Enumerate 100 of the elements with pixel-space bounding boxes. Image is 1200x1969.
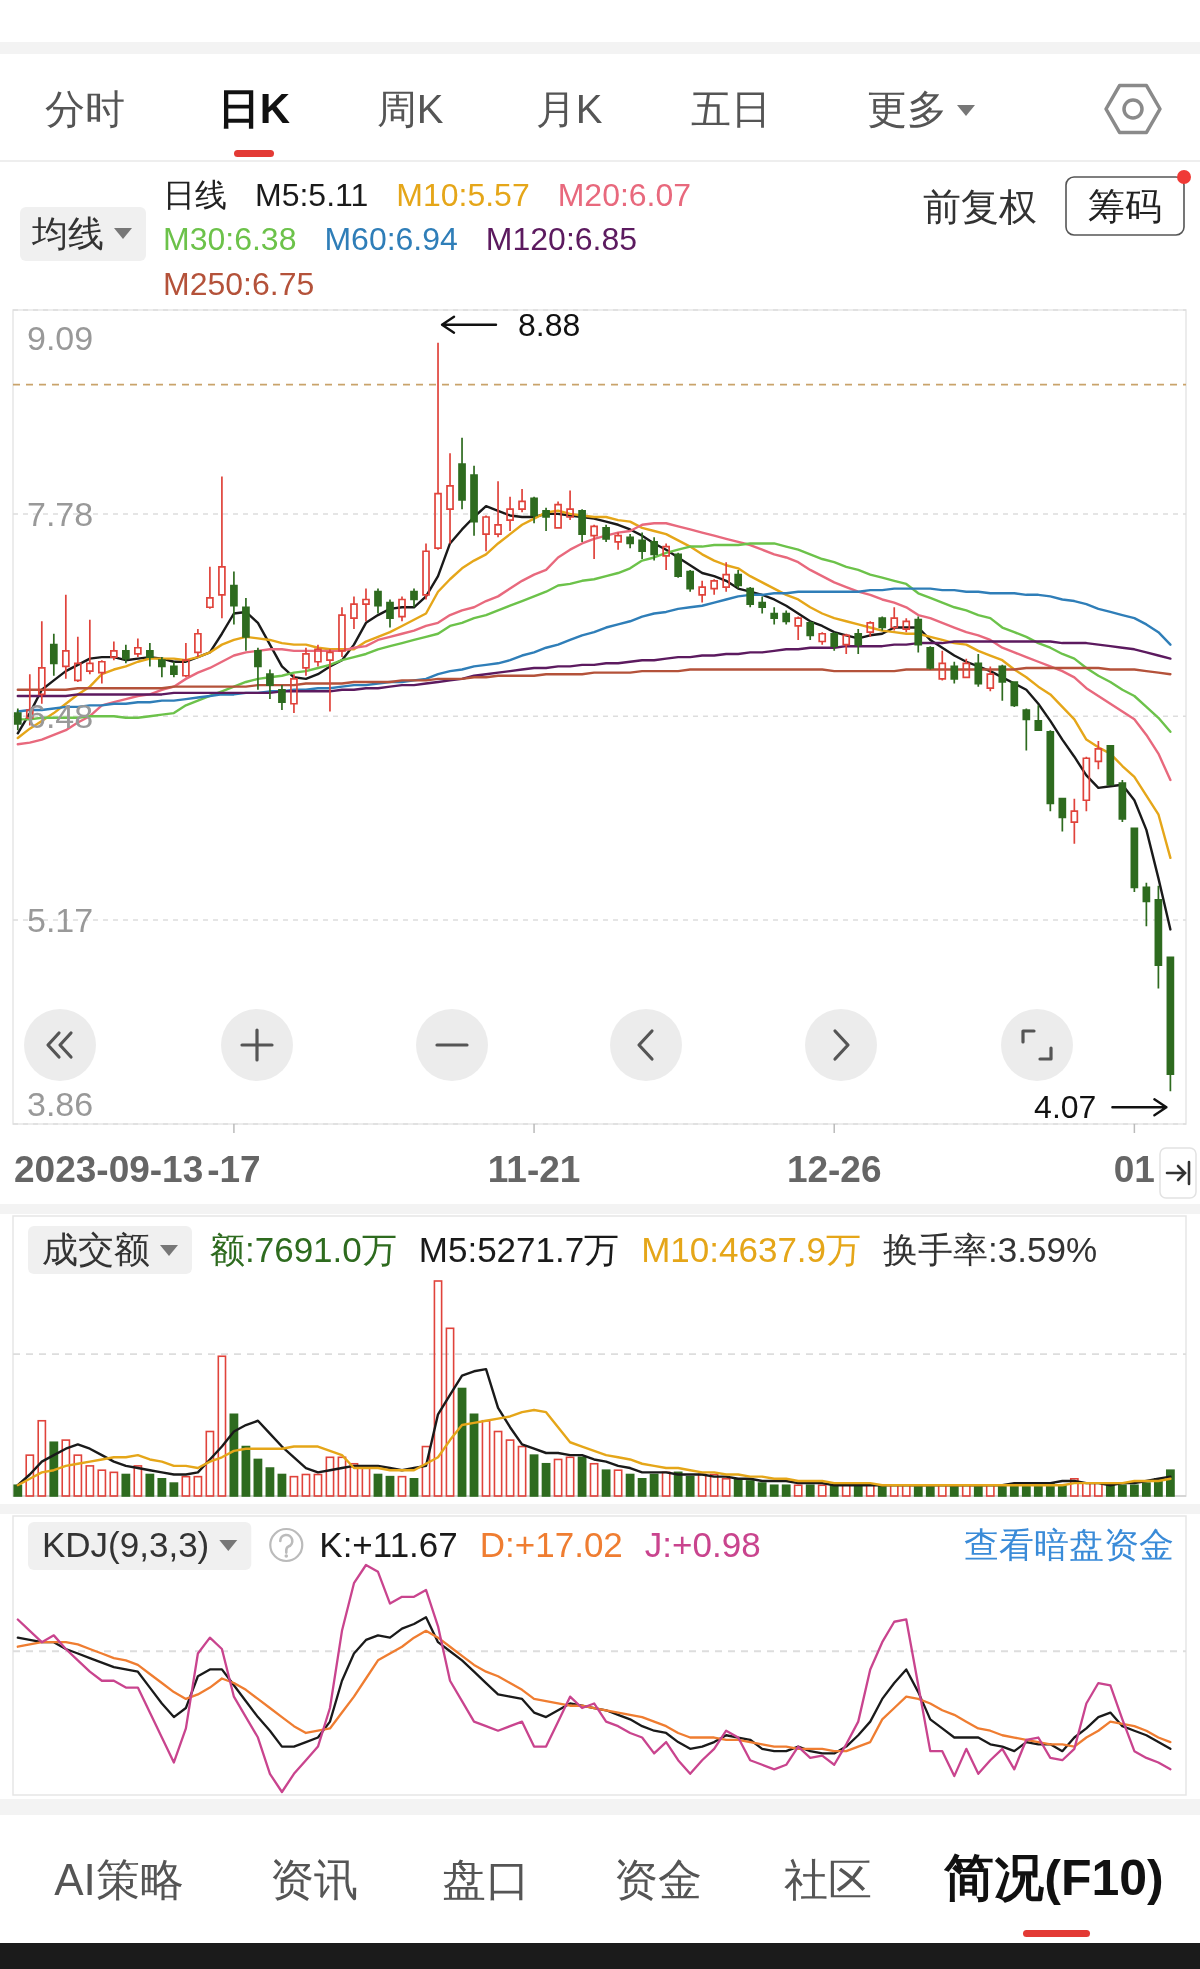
- bar: [697, 1473, 707, 1497]
- bar: [361, 1467, 371, 1497]
- bar: [997, 1484, 1007, 1497]
- bar: [157, 1478, 167, 1497]
- bar: [781, 1484, 791, 1497]
- bar: [85, 1465, 95, 1497]
- bar: [769, 1484, 779, 1497]
- bar: [709, 1473, 719, 1497]
- bar: [301, 1473, 311, 1497]
- bar: [841, 1484, 851, 1497]
- text: M20:6.07: [557, 177, 692, 213]
- bar: [337, 1456, 347, 1497]
- bar: [517, 1445, 527, 1497]
- text: 日K: [217, 85, 291, 132]
- bar: [949, 1484, 959, 1497]
- bar: [1021, 1484, 1031, 1497]
- x-tick-label: 11-21: [487, 1149, 581, 1190]
- bar: [73, 1454, 83, 1497]
- bar: [217, 1355, 227, 1497]
- bar: [637, 1478, 647, 1497]
- annotation: 4.07: [1034, 1089, 1097, 1126]
- bar: [817, 1484, 827, 1497]
- bar: [805, 1484, 815, 1497]
- text: 前复权: [923, 186, 1037, 228]
- text: 周K: [376, 87, 444, 131]
- bar: [625, 1473, 635, 1497]
- text: 均线: [31, 213, 104, 254]
- text: 2023-09-13: [14, 1149, 204, 1190]
- text: 五日: [691, 87, 771, 131]
- bar: [1009, 1484, 1019, 1497]
- bar: [349, 1462, 359, 1497]
- bar: [397, 1475, 407, 1497]
- text: M60:6.94: [324, 221, 458, 257]
- bar: [109, 1471, 119, 1497]
- x-tick-label: 01: [1113, 1149, 1155, 1190]
- bar: [613, 1469, 623, 1497]
- series-label: K:+11.67: [319, 1525, 458, 1564]
- y-tick-label: 5.17: [27, 901, 94, 940]
- bar: [1117, 1484, 1127, 1497]
- bar: [277, 1473, 287, 1497]
- text: D:+17.02: [479, 1525, 623, 1564]
- bar: [481, 1419, 491, 1497]
- y-tick-label: 7.78: [27, 494, 94, 533]
- bar: [253, 1458, 263, 1497]
- bar: [793, 1484, 803, 1497]
- text: 换手率:3.59%: [883, 1230, 1098, 1269]
- bar: [13, 1484, 23, 1497]
- bar: [289, 1475, 299, 1497]
- text: 资讯: [270, 1855, 358, 1904]
- annotation: 8.88: [518, 306, 581, 343]
- bar: [865, 1484, 875, 1497]
- bar: [733, 1478, 743, 1497]
- chart-title: KDJ(9,3,3): [42, 1525, 210, 1564]
- bar: [925, 1484, 935, 1497]
- bar: [25, 1454, 35, 1497]
- x-tick-label: -17: [207, 1149, 261, 1190]
- bar: [385, 1475, 395, 1497]
- legend-title: 日线: [163, 177, 227, 213]
- bar: [757, 1482, 767, 1497]
- y-tick-label: 9.09: [27, 319, 94, 357]
- text: 月K: [535, 87, 603, 131]
- bar: [121, 1473, 131, 1497]
- bar: [829, 1484, 839, 1497]
- bar: [433, 1280, 443, 1497]
- bar: [61, 1439, 71, 1497]
- text: M10:5.57: [396, 177, 530, 213]
- y-tick-label: 3.86: [27, 1085, 94, 1123]
- text: 盘口: [442, 1855, 530, 1904]
- text: M30:6.38: [163, 221, 297, 257]
- bar: [97, 1469, 107, 1497]
- text: M120:6.85: [485, 221, 638, 257]
- bar: [649, 1473, 659, 1497]
- text: M5:5.11: [255, 177, 369, 213]
- bar: [541, 1462, 551, 1497]
- bar: [973, 1484, 983, 1497]
- bar: [685, 1475, 695, 1497]
- bar: [889, 1484, 899, 1497]
- text: 更多: [867, 87, 947, 131]
- bar: [877, 1484, 887, 1497]
- bar: [577, 1456, 587, 1497]
- bar: [601, 1469, 611, 1497]
- bar: [493, 1430, 503, 1497]
- x-tick-label: 12-26: [786, 1149, 882, 1190]
- text: M250:6.75: [163, 266, 315, 302]
- bar: [1129, 1484, 1139, 1497]
- bar: [325, 1456, 335, 1497]
- bar: [49, 1441, 59, 1497]
- bar: [409, 1478, 419, 1497]
- bar: [373, 1473, 383, 1497]
- text: 筹码: [1088, 186, 1162, 227]
- text: 社区: [784, 1855, 872, 1904]
- bar: [1057, 1484, 1067, 1497]
- bar: [505, 1439, 515, 1497]
- bar: [553, 1458, 563, 1497]
- bar: [937, 1484, 947, 1497]
- bar: [661, 1471, 671, 1497]
- text: M10:4637.9万: [641, 1230, 862, 1269]
- bar: [565, 1456, 575, 1497]
- bar: [1033, 1484, 1043, 1497]
- bar: [1141, 1482, 1151, 1497]
